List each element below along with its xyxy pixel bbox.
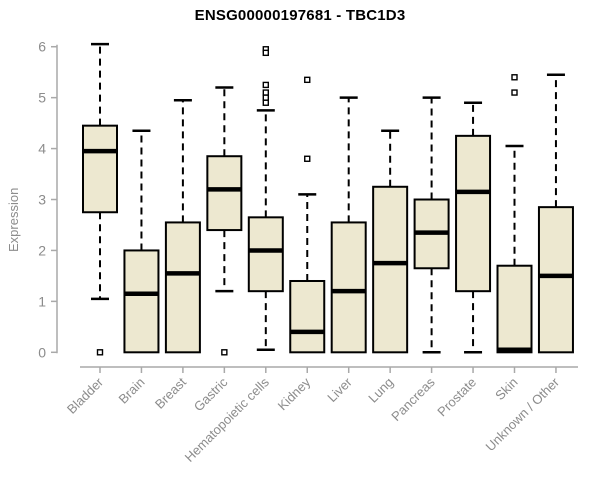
- x-tick-label: Prostate: [434, 375, 479, 420]
- box-kidney: [289, 279, 326, 354]
- x-tick-label: Liver: [324, 374, 355, 405]
- y-tick-label: 2: [38, 242, 46, 258]
- outlier-kidney: [304, 155, 311, 162]
- x-tick-label: Skin: [492, 375, 520, 403]
- x-tick-label: Bladder: [64, 374, 107, 417]
- outlier-hematopoietic-cells: [262, 81, 269, 89]
- x-tick-label: Gastric: [191, 374, 231, 414]
- box-breast: [164, 221, 201, 354]
- outlier-hematopoietic-cells: [262, 94, 269, 101]
- y-tick-label: 3: [38, 192, 46, 208]
- outlier-gastric: [221, 349, 228, 356]
- y-tick-label: 0: [38, 344, 46, 360]
- outlier-hematopoietic-cells: [262, 89, 269, 96]
- y-tick-label: 5: [38, 90, 46, 106]
- x-tick-label: Unknown / Other: [482, 374, 562, 454]
- y-tick-label: 1: [38, 293, 46, 309]
- outlier-hematopoietic-cells: [262, 99, 269, 106]
- x-tick-label: Lung: [365, 375, 396, 406]
- box-skin: [496, 264, 533, 354]
- box-unknown-other: [537, 206, 574, 354]
- y-tick-label: 6: [38, 39, 46, 55]
- x-tick-label: Kidney: [275, 374, 314, 413]
- x-tick-label: Breast: [152, 374, 189, 411]
- y-tick-label: 4: [38, 141, 46, 157]
- box-brain: [123, 249, 160, 354]
- box-gastric: [206, 155, 243, 232]
- outlier-skin: [511, 74, 518, 81]
- box-bladder: [82, 124, 118, 214]
- box-prostate: [455, 134, 492, 293]
- outlier-kidney: [304, 76, 311, 84]
- outlier-hematopoietic-cells: [262, 49, 269, 57]
- outlier-bladder: [96, 349, 104, 356]
- chart-title: ENSG00000197681 - TBC1D3: [194, 7, 406, 24]
- box-liver: [330, 221, 367, 354]
- outlier-skin: [511, 89, 518, 96]
- x-tick-label: Brain: [115, 375, 147, 407]
- box-lung: [372, 185, 409, 354]
- box-hematopoietic-cells: [247, 216, 284, 293]
- x-tick-label: Pancreas: [388, 374, 438, 424]
